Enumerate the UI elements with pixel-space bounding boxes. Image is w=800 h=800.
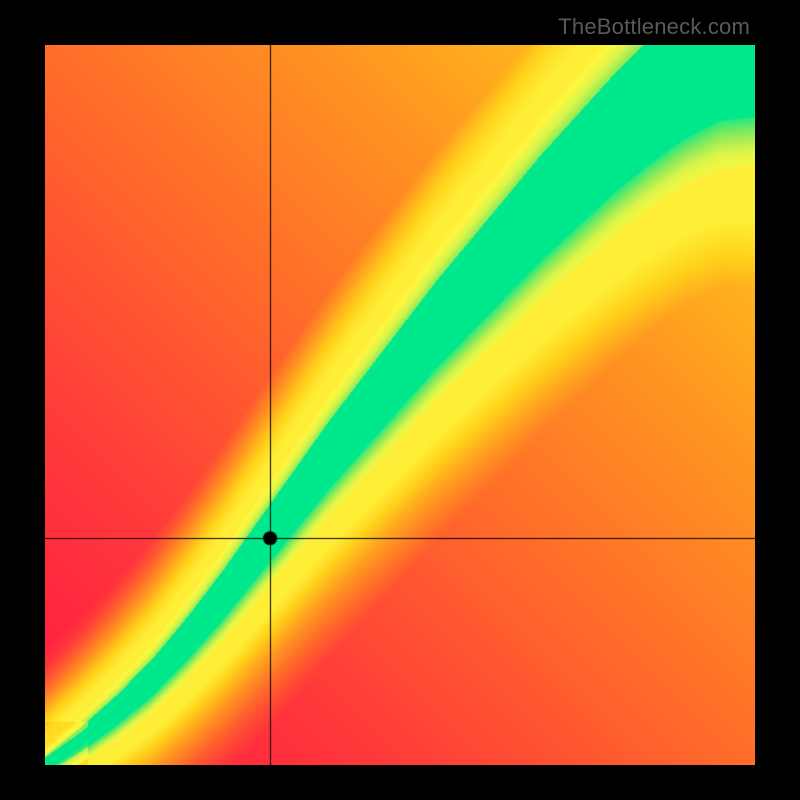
watermark-label: TheBottleneck.com xyxy=(558,14,750,40)
chart-container: TheBottleneck.com xyxy=(0,0,800,800)
heatmap-canvas xyxy=(45,45,755,765)
plot-area xyxy=(45,45,755,765)
